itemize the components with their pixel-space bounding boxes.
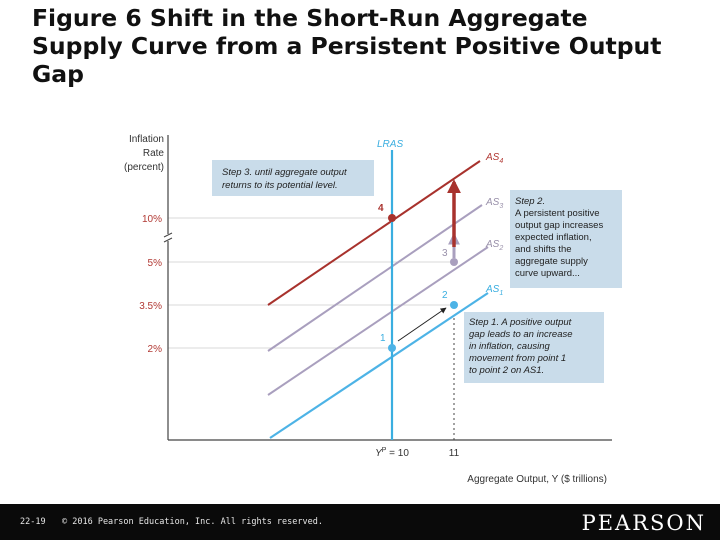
- point-1-label: 1: [380, 333, 386, 344]
- y-tick-10: 10%: [142, 214, 162, 225]
- copyright: © 2016 Pearson Education, Inc. All right…: [62, 517, 323, 527]
- pearson-logo: PEARSON: [581, 511, 706, 535]
- point-4-label: 4: [378, 203, 384, 214]
- point-2-label: 2: [442, 290, 448, 301]
- as4-label: AS4: [485, 152, 503, 165]
- step1-text-5: to point 2 on AS1.: [469, 365, 544, 376]
- as2-label: AS2: [485, 239, 503, 252]
- as2-curve: [267, 246, 489, 396]
- step1-text-4: movement from point 1: [469, 353, 566, 364]
- step2-text-6: aggregate supply: [515, 256, 588, 267]
- as4-curve: [267, 160, 481, 306]
- y-tick-5: 5%: [148, 258, 163, 269]
- step3-text-1: Step 3. until aggregate output: [222, 167, 347, 178]
- as3-curve: [267, 204, 483, 352]
- point-1: [388, 344, 396, 352]
- slide-title: Figure 6 Shift in the Short-Run Aggregat…: [32, 4, 662, 88]
- step2-text-4: expected inflation,: [515, 232, 592, 243]
- step2-text-3: output gap increases: [515, 220, 603, 231]
- axis-break: [163, 232, 173, 243]
- step2-callout: Step 2. A persistent positive output gap…: [510, 190, 622, 288]
- y-axis-label-line-3: (percent): [124, 162, 164, 173]
- step2-text-2: A persistent positive: [515, 208, 600, 219]
- page-number: 22-19: [20, 517, 46, 527]
- step1-callout: Step 1. A positive output gap leads to a…: [464, 312, 604, 383]
- step2-text-7: curve upward...: [515, 268, 580, 279]
- movement-arrow: [397, 307, 447, 342]
- figure: Inflation Rate (percent) 10% 5% 3.5% 2% …: [124, 134, 622, 485]
- y-tick-3.5: 3.5%: [139, 301, 162, 312]
- as1-curve: [269, 292, 489, 439]
- point-4: [388, 214, 396, 222]
- footer-bar: 22-19 © 2016 Pearson Education, Inc. All…: [0, 504, 720, 540]
- lras-label: LRAS: [377, 139, 403, 150]
- point-3: [450, 258, 458, 266]
- x-axis-label: Aggregate Output, Y ($ trillions): [467, 474, 607, 485]
- y-axis-label-line-1: Inflation: [129, 134, 164, 145]
- as3-label: AS3: [485, 197, 503, 210]
- point-3-label: 3: [442, 248, 448, 259]
- x-tick-10: YP = 10: [375, 447, 409, 459]
- step1-text-2: gap leads to an increase: [469, 329, 573, 340]
- step3-callout: Step 3. until aggregate output returns t…: [212, 160, 374, 196]
- step1-text-1: Step 1. A positive output: [469, 317, 572, 328]
- y-tick-2: 2%: [148, 344, 163, 355]
- x-tick-11: 11: [449, 448, 460, 459]
- as1-label: AS1: [485, 284, 503, 297]
- point-2: [450, 301, 458, 309]
- step2-text-1: Step 2.: [515, 196, 545, 207]
- step1-text-3: in inflation, causing: [469, 341, 551, 352]
- step3-text-2: returns to its potential level.: [222, 180, 338, 191]
- step2-text-5: and shifts the: [515, 244, 572, 255]
- y-axis-label-line-2: Rate: [143, 148, 165, 159]
